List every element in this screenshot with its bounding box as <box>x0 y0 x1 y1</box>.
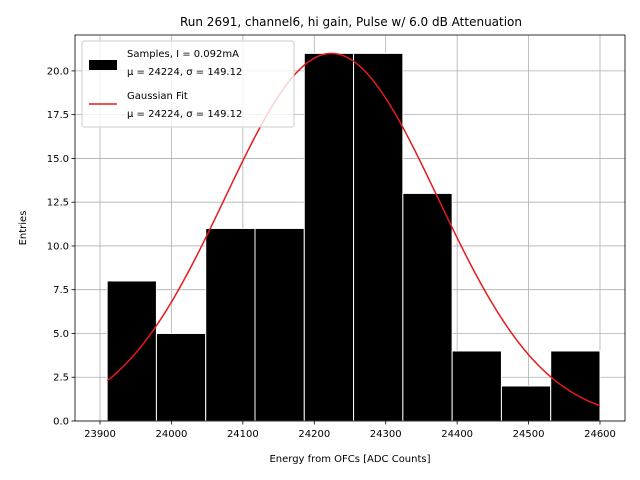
histogram-bar <box>353 52 404 422</box>
histogram-bar <box>254 227 305 422</box>
histogram-bar <box>451 350 502 422</box>
x-tick-label: 24500 <box>513 429 545 440</box>
legend-label-samples: Samples, I = 0.092mA <box>127 49 239 60</box>
chart-title: Run 2691, channel6, hi gain, Pulse w/ 6.… <box>180 15 522 29</box>
x-tick-label: 24200 <box>298 429 330 440</box>
y-axis: 0.0 2.5 5.0 7.5 10.0 12.5 15.0 17.5 20.0 <box>47 66 75 428</box>
y-tick-label: 5.0 <box>53 329 69 340</box>
y-tick-label: 12.5 <box>47 198 69 209</box>
legend-box <box>81 40 295 128</box>
legend-stats-fit: μ = 24224, σ = 149.12 <box>127 109 242 120</box>
legend: Samples, I = 0.092mA μ = 24224, σ = 149.… <box>81 40 295 128</box>
y-tick-label: 15.0 <box>47 154 69 165</box>
x-tick-label: 24600 <box>584 429 616 440</box>
x-axis: 23900 24000 24100 24200 24300 24400 24500 24600 <box>84 421 616 440</box>
y-tick-label: 0.0 <box>53 417 69 428</box>
y-tick-label: 20.0 <box>47 66 69 77</box>
histogram-bar <box>550 350 601 422</box>
legend-stats-samples: μ = 24224, σ = 149.12 <box>127 67 242 78</box>
y-tick-label: 17.5 <box>47 110 69 121</box>
y-tick-label: 10.0 <box>47 241 69 252</box>
histogram-bar <box>205 227 256 422</box>
histogram-bars <box>106 52 601 422</box>
histogram-bar <box>106 280 157 422</box>
legend-label-fit: Gaussian Fit <box>127 91 188 102</box>
x-axis-label: Energy from OFCs [ADC Counts] <box>269 454 430 465</box>
legend-swatch-samples <box>89 60 117 70</box>
x-tick-label: 24100 <box>227 429 259 440</box>
histogram-bar <box>402 192 453 422</box>
y-tick-label: 7.5 <box>53 285 69 296</box>
x-tick-label: 23900 <box>84 429 116 440</box>
histogram-bar <box>155 332 207 422</box>
y-axis-label: Entries <box>18 211 29 246</box>
y-tick-label: 2.5 <box>53 373 69 384</box>
histogram-bar <box>500 385 552 422</box>
x-tick-label: 24300 <box>370 429 402 440</box>
histogram-bar <box>303 52 355 422</box>
plot-frame <box>74 34 626 422</box>
gaussian-fit-curve <box>106 52 601 407</box>
x-tick-label: 24400 <box>441 429 473 440</box>
x-tick-label: 24000 <box>156 429 188 440</box>
